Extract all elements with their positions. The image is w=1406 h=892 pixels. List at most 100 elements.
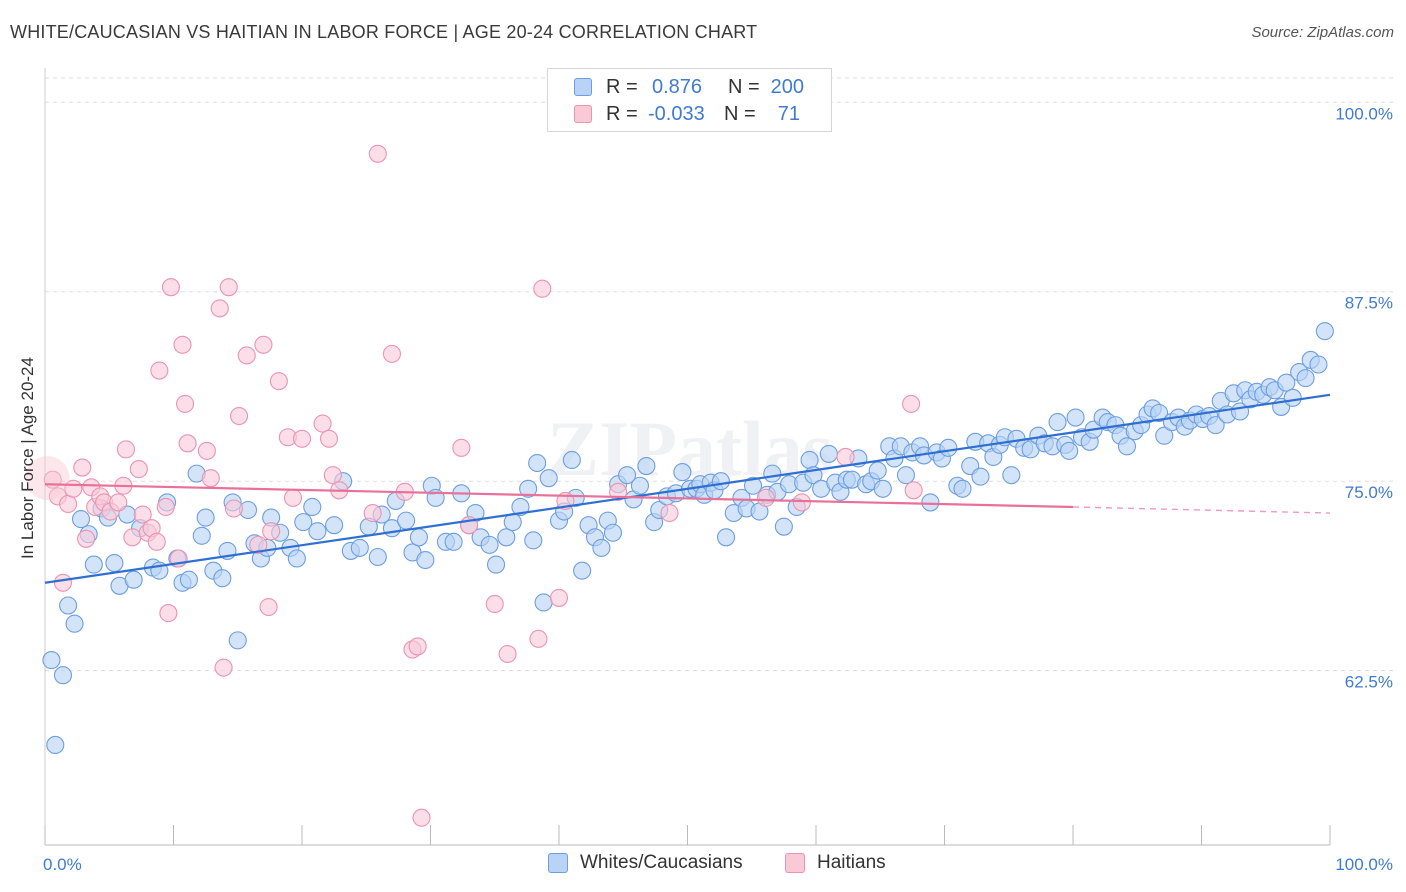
haitian-point (229, 406, 249, 426)
white-point (873, 479, 892, 498)
white-point (325, 516, 344, 535)
trend-lines (44, 393, 1331, 584)
white-point (868, 461, 887, 480)
white-point (124, 570, 143, 589)
y-tick-label: 62.5% (1345, 673, 1393, 692)
legend-item-whites[interactable]: Whites/Caucasians (548, 852, 743, 874)
haitian-point (210, 299, 229, 318)
haitian-point (259, 597, 278, 617)
white-point (819, 444, 838, 463)
white-point (42, 651, 61, 670)
white-point (1277, 373, 1296, 392)
haitian-point (756, 488, 775, 507)
white-point (1060, 441, 1079, 460)
haitian-point (368, 144, 387, 163)
white-point (71, 510, 91, 529)
haitian-point (836, 447, 855, 467)
haitian-point (529, 629, 548, 648)
white-point (196, 508, 215, 527)
haitian-point (176, 394, 195, 413)
haitian-point (147, 532, 166, 551)
haitian-point (173, 335, 192, 354)
legend-item-haitians[interactable]: Haitians (785, 852, 886, 874)
white-point (971, 467, 990, 486)
white-point (53, 666, 73, 685)
haitian-point (254, 335, 273, 354)
white-point (711, 472, 730, 491)
white-point (1206, 416, 1225, 435)
haitian-point (533, 279, 552, 298)
white-point (308, 522, 327, 541)
legend-label: Whites/Caucasians (580, 852, 743, 873)
white-point (486, 555, 506, 574)
legend-n-label: N = (728, 75, 760, 98)
correlation-legend: R = 0.876 N = 200 R = -0.033 N = 71 (547, 68, 832, 132)
white-point (368, 547, 387, 567)
white-point (294, 513, 313, 532)
x-tick-label: 0.0% (43, 855, 82, 874)
white-point (528, 453, 547, 473)
haitian-point (123, 528, 142, 547)
haitian-point (116, 440, 136, 459)
haitian-point (77, 529, 96, 548)
haitian-point (283, 488, 303, 507)
white-point (65, 614, 84, 633)
white-point (179, 570, 198, 589)
legend-swatch-pink (574, 105, 592, 123)
haitian-point (133, 505, 152, 524)
chart-title: WHITE/CAUCASIAN VS HAITIAN IN LABOR FORC… (10, 22, 758, 42)
haitian-point (904, 481, 923, 500)
white-point (673, 463, 692, 482)
haitian-point (237, 346, 256, 365)
gridlines (45, 77, 1395, 672)
white-point (213, 569, 232, 588)
white-point (763, 464, 782, 483)
haitian-point (201, 469, 220, 488)
trend-extension-haitians (1072, 506, 1331, 514)
white-point (1315, 322, 1334, 341)
white-point (524, 531, 543, 550)
white-point (397, 511, 416, 530)
legend-n-value: 71 (777, 102, 800, 125)
haitian-point (319, 429, 339, 448)
legend-row-whites: R = 0.876 N = 200 (574, 75, 804, 99)
white-point (539, 469, 558, 488)
series-whites-caucasians (42, 322, 1334, 755)
white-point (192, 526, 211, 545)
white-point (59, 596, 78, 615)
white-point (1309, 355, 1328, 374)
axes (44, 68, 1331, 846)
haitian-point (412, 808, 431, 827)
haitian-point (150, 361, 169, 380)
white-point (774, 517, 793, 536)
haitian-point (323, 466, 342, 485)
haitian-point (219, 278, 238, 297)
haitian-point (902, 394, 921, 413)
haitian-point (660, 503, 679, 523)
white-point (562, 450, 581, 470)
white-point (1117, 437, 1137, 456)
white-point (603, 523, 623, 542)
white-point (618, 466, 637, 485)
white-point (480, 535, 499, 554)
white-point (228, 631, 247, 650)
series-haitians (25, 144, 923, 827)
legend-n-label: N = (724, 102, 756, 125)
haitian-point (249, 535, 268, 554)
white-point (511, 497, 530, 517)
haitian-point (792, 493, 811, 512)
haitian-point (161, 278, 180, 297)
haitian-point (156, 497, 175, 517)
haitian-point (549, 588, 569, 607)
haitian-point (178, 434, 197, 453)
white-point (716, 528, 736, 547)
white-point (953, 479, 972, 498)
legend-r-value: 0.876 (652, 75, 703, 98)
white-point (46, 735, 65, 755)
white-point (287, 549, 306, 568)
haitian-point (53, 573, 73, 592)
legend-r-value: -0.033 (648, 102, 705, 125)
y-tick-label: 75.0% (1345, 483, 1393, 502)
haitian-point (363, 503, 382, 523)
